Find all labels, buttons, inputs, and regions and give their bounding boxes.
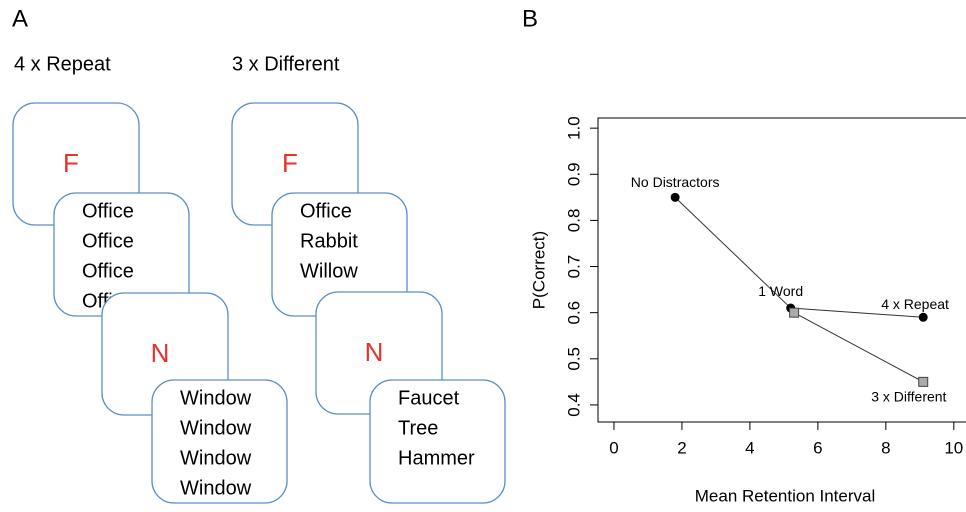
plot-frame: [597, 117, 966, 423]
point: [918, 312, 928, 322]
word-card: [151, 379, 288, 504]
y-tick-label: 0.6: [564, 301, 583, 325]
x-tick-label: 10: [944, 438, 963, 457]
y-tick-label: 0.4: [564, 393, 583, 417]
word: Rabbit: [300, 230, 358, 252]
x-axis-label: Mean Retention Interval: [695, 486, 876, 505]
cue-letter: N: [151, 338, 170, 368]
y-axis-label: P(Correct): [529, 231, 548, 309]
word: Office: [300, 200, 352, 222]
y-tick-label: 0.9: [564, 162, 583, 186]
x-tick-label: 2: [677, 438, 686, 457]
y-tick-label: 1.0: [564, 116, 583, 140]
y-tick-label: 0.5: [564, 347, 583, 371]
word: Window: [180, 447, 252, 469]
word: Window: [180, 417, 252, 439]
cue-letter: N: [365, 337, 384, 367]
y-tick-label: 0.7: [564, 255, 583, 279]
condition-title: 3 x Different: [232, 53, 340, 75]
point: [670, 192, 680, 202]
word: Office: [82, 200, 134, 222]
x-tick-label: 8: [881, 438, 890, 457]
word: Tree: [398, 417, 438, 439]
word: Window: [180, 387, 252, 409]
point-label: 1 Word: [758, 283, 803, 299]
word: Office: [82, 230, 134, 252]
cue-letter: F: [63, 148, 79, 178]
series-line: [793, 312, 924, 383]
point-label: 3 x Different: [871, 389, 946, 405]
x-tick-label: 0: [609, 438, 618, 457]
word: Faucet: [398, 387, 460, 409]
cue-letter: F: [282, 148, 298, 178]
point-label: No Distractors: [631, 174, 720, 190]
word-card: [369, 379, 506, 504]
panel-label: A: [12, 5, 28, 32]
x-tick-label: 6: [813, 438, 822, 457]
point: [789, 307, 800, 318]
y-tick-label: 0.8: [564, 209, 583, 233]
point-label: 4 x Repeat: [881, 296, 949, 312]
point: [918, 376, 929, 387]
word: Office: [82, 260, 134, 282]
word: Window: [180, 477, 252, 499]
condition-title: 4 x Repeat: [14, 53, 111, 75]
word: Willow: [300, 260, 358, 282]
word: Hammer: [398, 447, 475, 469]
panel-label: B: [522, 5, 538, 32]
x-tick-label: 4: [745, 438, 754, 457]
